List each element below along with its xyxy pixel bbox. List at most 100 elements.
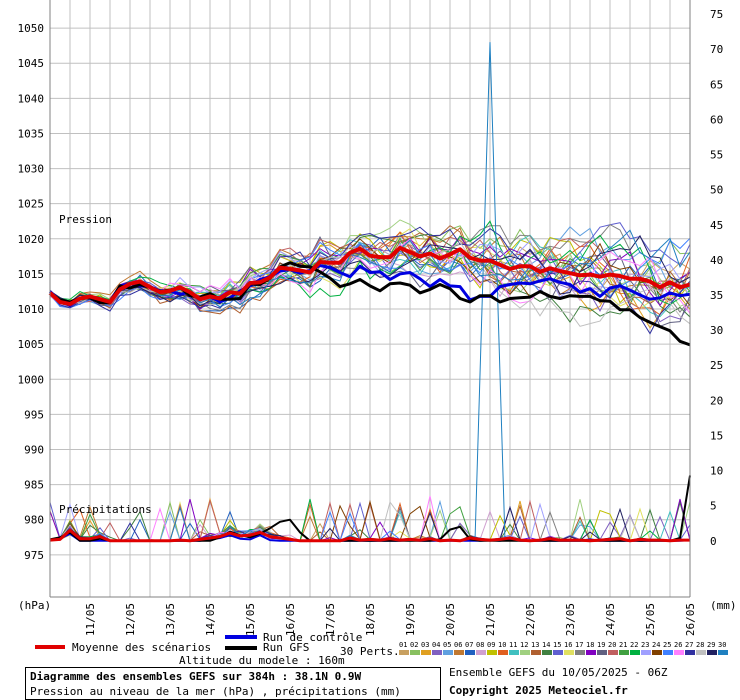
x-date-label: 22/05 (524, 603, 537, 636)
member-id-label: 16 (564, 641, 572, 649)
legend-gfs-label: Run GFS (263, 641, 309, 654)
member-swatch (509, 650, 519, 655)
member-swatch (586, 650, 596, 655)
right-axis-unit: (mm) (710, 599, 737, 612)
member-swatch (443, 650, 453, 655)
right-tick-label: 45 (710, 219, 723, 232)
right-tick-label: 10 (710, 465, 723, 478)
left-tick-label: 1035 (18, 127, 45, 140)
member-id-label: 05 (443, 641, 451, 649)
right-tick-label: 60 (710, 113, 723, 126)
member-swatch (674, 650, 684, 655)
left-tick-label: 990 (24, 444, 44, 457)
member-swatch (597, 650, 607, 655)
left-tick-label: 1010 (18, 303, 45, 316)
left-tick-label: 985 (24, 479, 44, 492)
x-date-label: 21/05 (484, 603, 497, 636)
member-id-label: 07 (465, 641, 473, 649)
right-tick-label: 50 (710, 184, 723, 197)
member-swatch (421, 650, 431, 655)
precip-spike-line (474, 42, 506, 541)
member-swatch (641, 650, 651, 655)
member-id-label: 03 (421, 641, 429, 649)
member-swatch (542, 650, 552, 655)
member-id-label: 23 (641, 641, 649, 649)
right-tick-label: 40 (710, 254, 723, 267)
member-id-label: 14 (542, 641, 550, 649)
member-legend: 01 02 03 04 05 06 07 08 09 10 11 12 13 14 15 16 17 18 19 20… (399, 641, 728, 655)
member-swatch (663, 650, 673, 655)
member-swatch (619, 650, 629, 655)
member-id-label: 04 (432, 641, 440, 649)
member-swatch (432, 650, 442, 655)
member-id-label: 30 (718, 641, 726, 649)
x-date-label: 26/05 (684, 603, 697, 636)
right-tick-label: 30 (710, 324, 723, 337)
copyright: Copyright 2025 Meteociel.fr (449, 684, 628, 697)
member-swatch (553, 650, 563, 655)
legend-members-label: 30 Perts. (340, 645, 400, 658)
member-swatch (652, 650, 662, 655)
member-swatch (575, 650, 585, 655)
member-swatch (465, 650, 475, 655)
member-id-label: 01 (399, 641, 407, 649)
chart-subtitle: Pression au niveau de la mer (hPa) , pré… (30, 685, 401, 698)
legend-mean-label: Moyenne des scénarios (72, 641, 211, 654)
precip-panel-label: Précipitations (59, 503, 152, 516)
member-id-label: 15 (553, 641, 561, 649)
x-date-label: 19/05 (404, 603, 417, 636)
x-date-label: 15/05 (244, 603, 257, 636)
member-id-label: 19 (597, 641, 605, 649)
right-tick-label: 20 (710, 394, 723, 407)
x-date-label: 24/05 (604, 603, 617, 636)
member-swatch (476, 650, 486, 655)
chart-axes: 1050104510401035103010251020101510101005… (18, 0, 723, 636)
member-pressure-line (49, 235, 691, 309)
x-date-label: 11/05 (84, 603, 97, 636)
x-date-label: 25/05 (644, 603, 657, 636)
right-tick-label: 5 (710, 500, 717, 513)
legend-control-label: Run de contrôle (263, 631, 362, 644)
member-pressure-line (49, 234, 691, 307)
x-date-label: 14/05 (204, 603, 217, 636)
member-id-label: 17 (575, 641, 583, 649)
left-tick-label: 975 (24, 549, 44, 562)
member-swatch (696, 650, 706, 655)
member-swatch (498, 650, 508, 655)
member-id-label: 20 (608, 641, 616, 649)
member-swatch (685, 650, 695, 655)
left-tick-label: 1015 (18, 268, 45, 281)
member-pressure-line (49, 222, 691, 306)
left-tick-label: 1040 (18, 92, 45, 105)
member-id-label: 21 (619, 641, 627, 649)
left-tick-label: 995 (24, 408, 44, 421)
left-tick-label: 980 (24, 514, 44, 527)
member-pressure-line (49, 220, 691, 306)
x-date-label: 17/05 (324, 603, 337, 636)
member-swatch (520, 650, 530, 655)
main-lines (48, 245, 691, 543)
right-tick-label: 75 (710, 8, 723, 21)
x-date-label: 20/05 (444, 603, 457, 636)
right-tick-label: 15 (710, 429, 723, 442)
member-swatch (454, 650, 464, 655)
right-tick-label: 70 (710, 43, 723, 56)
left-tick-label: 1050 (18, 22, 45, 35)
member-pressure-line (49, 234, 691, 323)
member-id-label: 10 (498, 641, 506, 649)
right-tick-label: 55 (710, 149, 723, 162)
member-id-label: 08 (476, 641, 484, 649)
left-tick-label: 1045 (18, 57, 45, 70)
member-id-label: 11 (509, 641, 517, 649)
member-swatch (608, 650, 618, 655)
right-tick-label: 25 (710, 359, 723, 372)
member-swatch (410, 650, 420, 655)
member-id-label: 28 (696, 641, 704, 649)
member-id-label: 25 (663, 641, 671, 649)
mean-precip-line (49, 528, 690, 543)
left-tick-label: 1030 (18, 163, 45, 176)
member-id-label: 18 (586, 641, 594, 649)
x-date-label: 13/05 (164, 603, 177, 636)
member-id-label: 26 (674, 641, 682, 649)
member-swatch (718, 650, 728, 655)
